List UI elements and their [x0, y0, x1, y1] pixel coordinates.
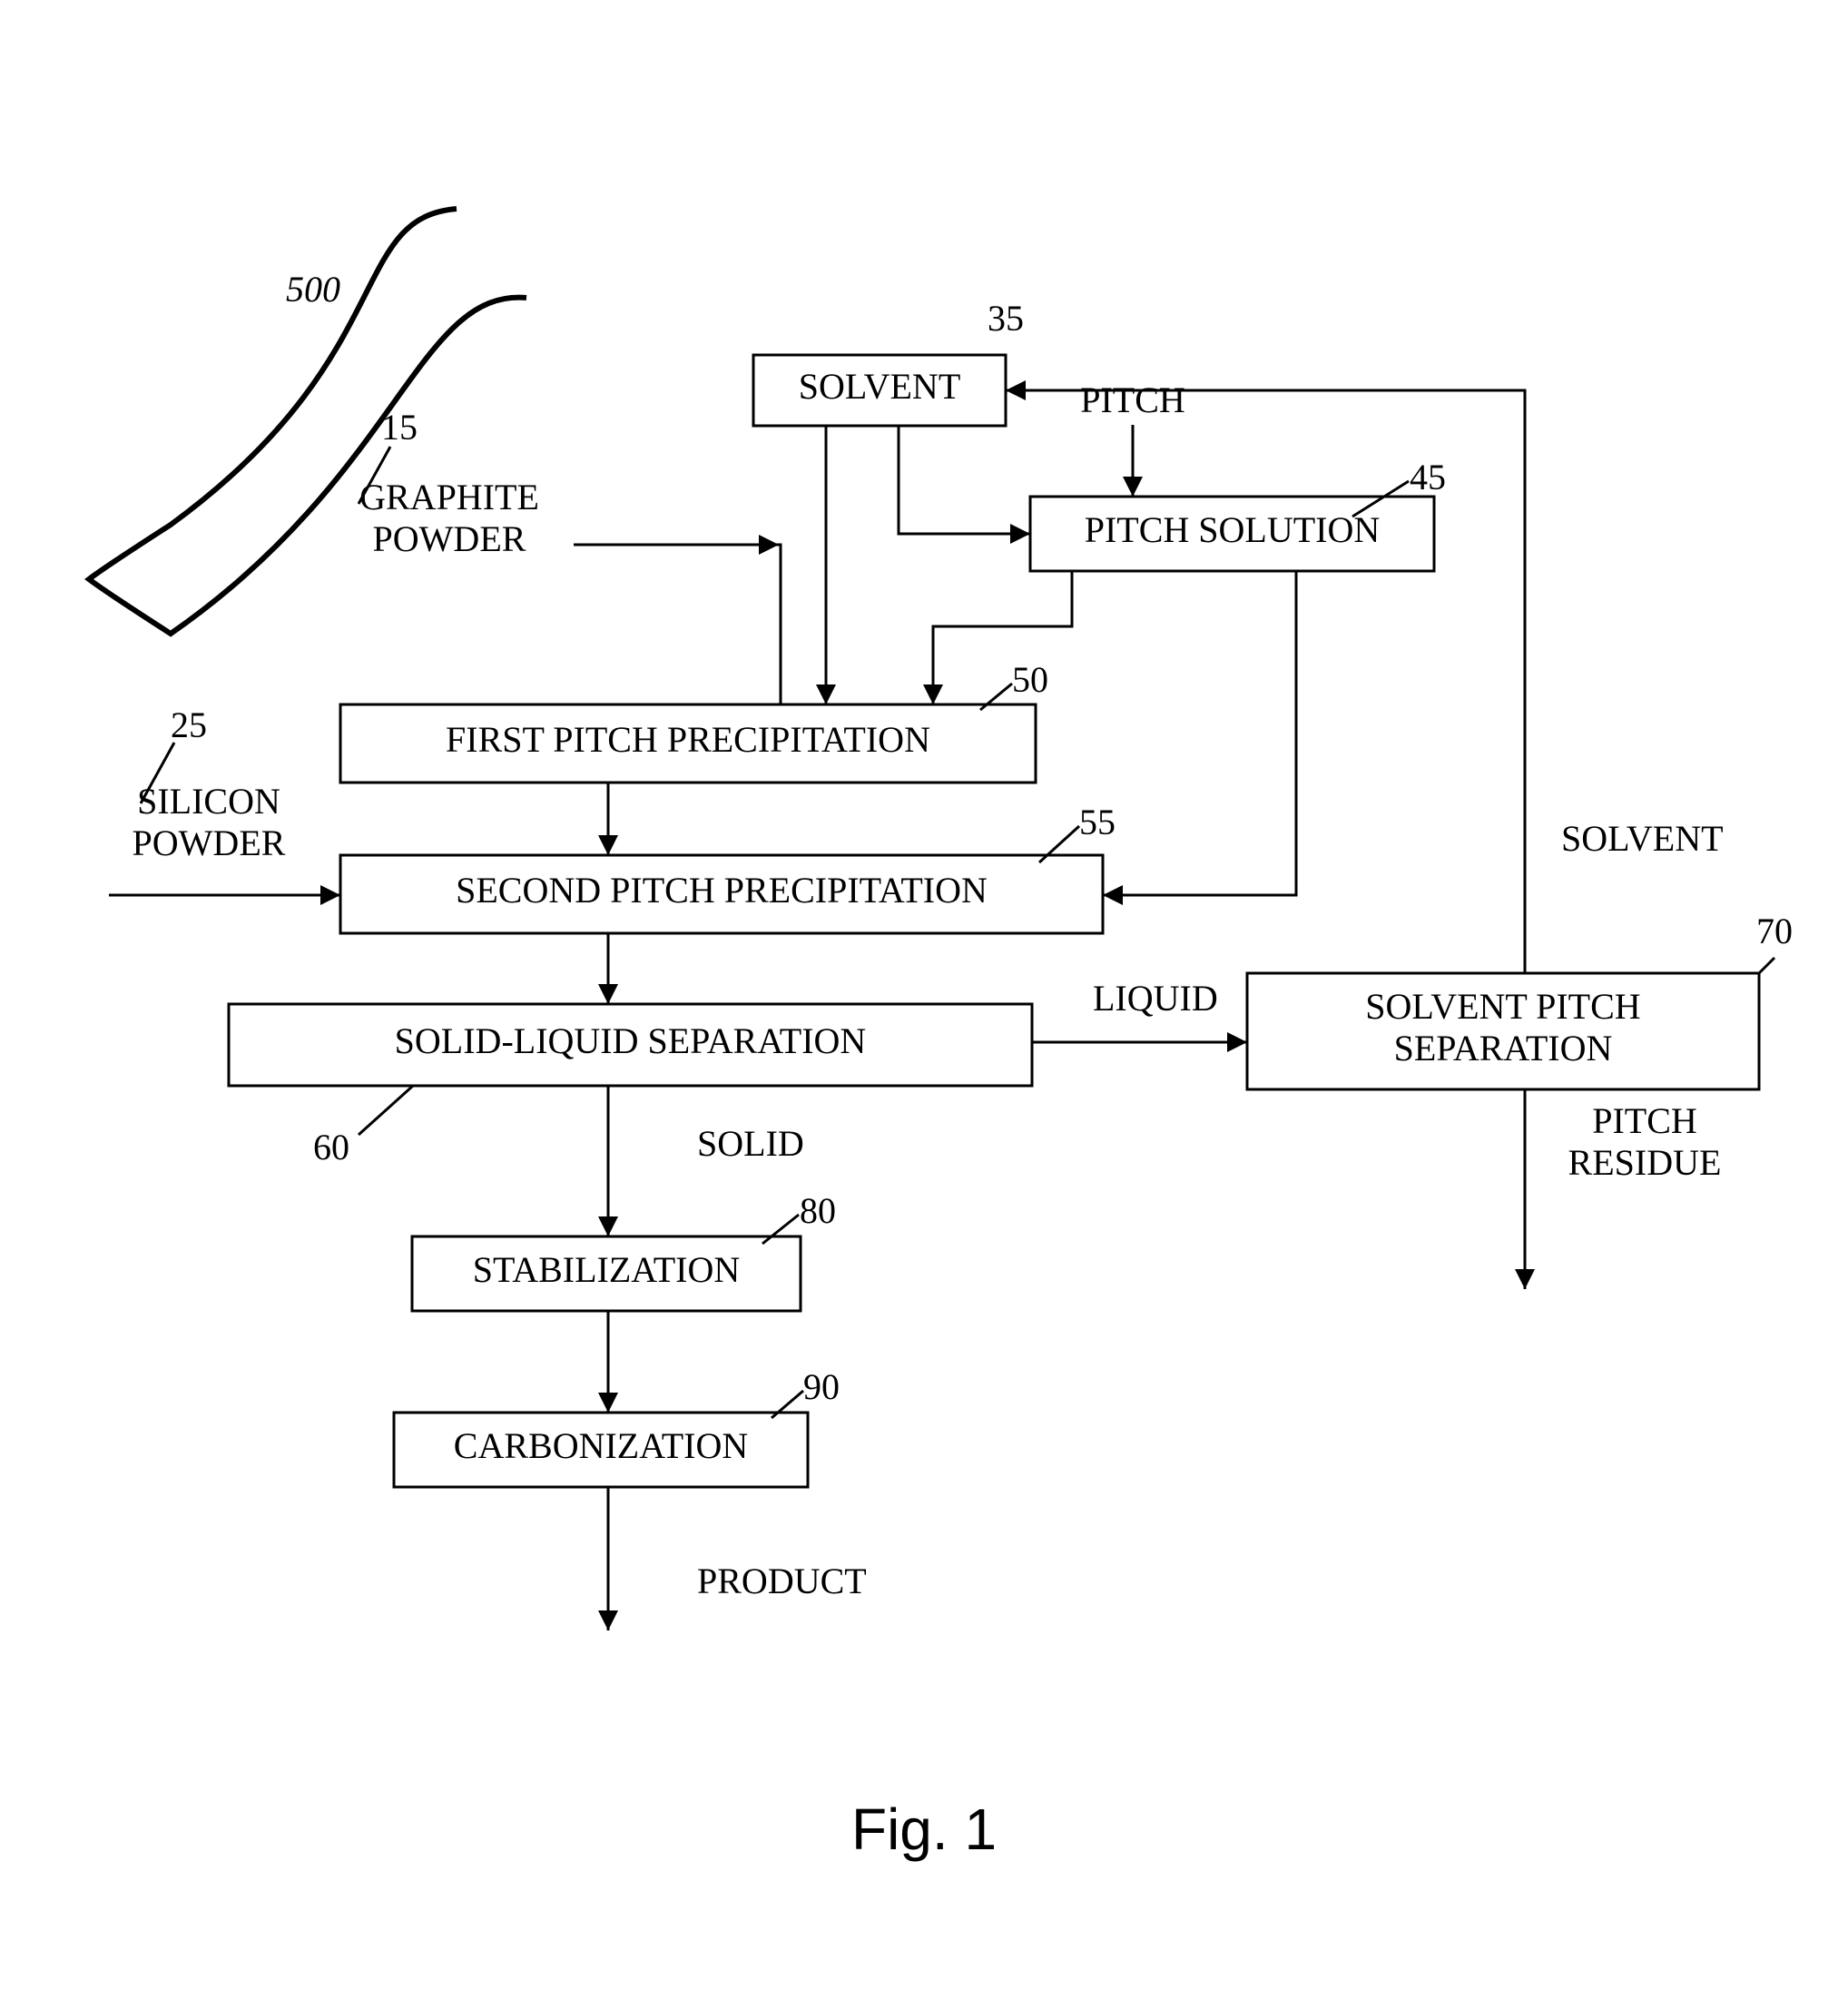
arrow-head	[1103, 885, 1123, 905]
free-label-solvent_out: SOLVENT	[1561, 818, 1724, 859]
node-ref-solidliq: 60	[313, 1127, 349, 1167]
arrow-head	[1010, 524, 1030, 544]
arrow-head	[759, 535, 779, 555]
node-label-solvpitch: SOLVENT PITCHSEPARATION	[1365, 986, 1640, 1069]
arrow-head	[598, 1216, 618, 1236]
node-ref-precip2: 55	[1079, 802, 1116, 842]
arrow-head	[1515, 1269, 1535, 1289]
node-precip1: FIRST PITCH PRECIPITATION	[340, 704, 1036, 783]
arrow-head	[320, 885, 340, 905]
arrow-head	[1227, 1032, 1247, 1052]
node-label-pitchsol: PITCH SOLUTION	[1085, 509, 1381, 550]
arrow-head	[1006, 380, 1026, 400]
node-ref-precip1: 50	[1012, 659, 1048, 700]
edge-e_pitchsol_precip1	[933, 571, 1072, 704]
node-stabil: STABILIZATION	[412, 1236, 801, 1311]
free-ref-silicon: 25	[171, 704, 207, 745]
ref-leader-solvpitch	[1759, 958, 1774, 973]
edge-e_pitchsol_precip2	[1103, 571, 1296, 895]
node-label-solvent: SOLVENT	[799, 366, 961, 407]
node-precip2: SECOND PITCH PRECIPITATION	[340, 855, 1103, 933]
node-label-precip1: FIRST PITCH PRECIPITATION	[446, 719, 930, 760]
node-carbon: CARBONIZATION	[394, 1413, 808, 1487]
free-label-liquid: LIQUID	[1093, 978, 1218, 1019]
free-ref-graphite: 15	[381, 407, 418, 448]
arrow-head	[923, 684, 943, 704]
arrow-head	[816, 684, 836, 704]
arrow-head	[598, 1610, 618, 1630]
free-label-pitch_in: PITCH	[1080, 379, 1185, 420]
node-label-carbon: CARBONIZATION	[454, 1425, 748, 1466]
node-solidliq: SOLID-LIQUID SEPARATION	[229, 1004, 1032, 1086]
node-pitchsol: PITCH SOLUTION	[1030, 497, 1434, 571]
node-ref-stabil: 80	[800, 1190, 836, 1231]
free-label-solid: SOLID	[697, 1123, 804, 1164]
arrow-head	[598, 984, 618, 1004]
group-ref: 500	[286, 269, 340, 310]
node-ref-solvent: 35	[988, 298, 1024, 339]
node-ref-pitchsol: 45	[1410, 457, 1446, 497]
arrow-head	[598, 1393, 618, 1413]
figure-caption: Fig. 1	[851, 1797, 997, 1862]
free-label-graphite: GRAPHITEPOWDER	[359, 477, 539, 559]
edge-e_solv_pitchsol	[899, 426, 1030, 534]
free-label-pitch_residue: PITCHRESIDUE	[1568, 1100, 1722, 1183]
node-label-precip2: SECOND PITCH PRECIPITATION	[456, 870, 988, 911]
node-solvent: SOLVENT	[753, 355, 1006, 426]
arrow-head	[598, 835, 618, 855]
node-solvpitch: SOLVENT PITCHSEPARATION	[1247, 973, 1759, 1089]
free-label-product: PRODUCT	[697, 1561, 867, 1601]
node-ref-solvpitch: 70	[1756, 911, 1793, 951]
free-label-silicon: SILICONPOWDER	[133, 781, 286, 863]
node-label-stabil: STABILIZATION	[473, 1249, 741, 1290]
node-label-solidliq: SOLID-LIQUID SEPARATION	[395, 1020, 867, 1061]
edge-e_graphite_precip1	[574, 545, 781, 704]
node-ref-carbon: 90	[803, 1366, 840, 1407]
ref-leader-solidliq	[359, 1086, 413, 1135]
arrow-head	[1123, 477, 1143, 497]
